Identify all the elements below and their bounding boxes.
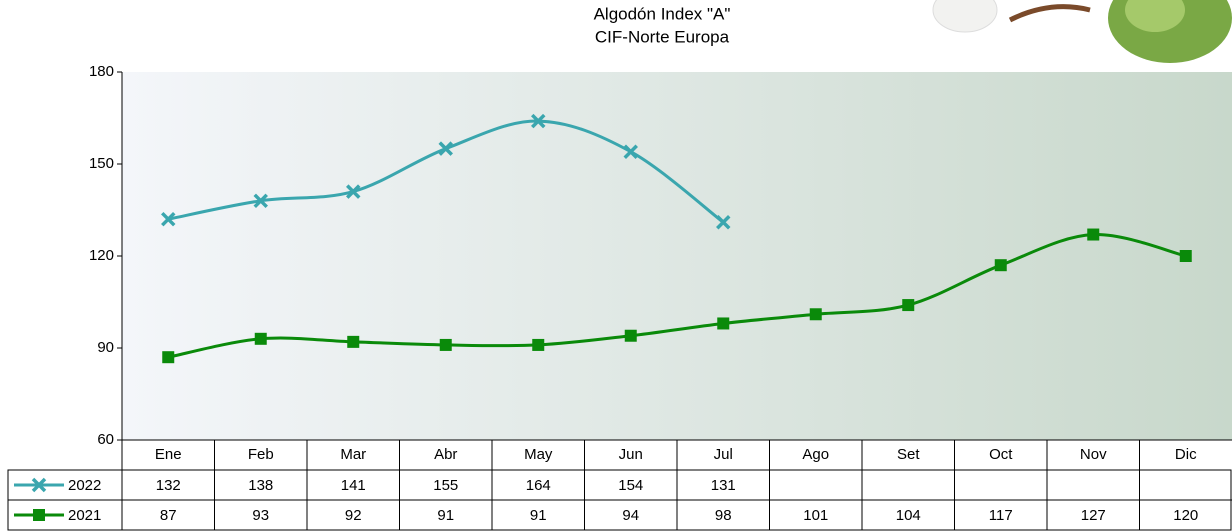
marker — [532, 339, 544, 351]
x-tick-label: Dic — [1175, 446, 1197, 463]
chart-title: Algodón Index "A" — [594, 4, 731, 23]
table-value: 91 — [530, 507, 547, 524]
x-tick-label: Mar — [340, 446, 366, 463]
marker — [1180, 250, 1192, 262]
marker — [1087, 229, 1099, 241]
marker — [162, 351, 174, 363]
x-tick-label: Ene — [155, 446, 182, 463]
y-tick-label: 120 — [89, 247, 114, 264]
chart-subtitle: CIF-Norte Europa — [595, 27, 730, 46]
x-tick-label: Abr — [434, 446, 457, 463]
table-value: 117 — [989, 507, 1013, 524]
x-tick-label: Jul — [714, 446, 733, 463]
table-value: 93 — [252, 507, 269, 524]
plot-area — [122, 72, 1232, 440]
chart: Algodón Index "A" CIF-Norte Europa 60 90 1… — [0, 0, 1232, 531]
x-tick-label: May — [524, 446, 553, 463]
table-value: 164 — [526, 477, 551, 494]
table-value: 87 — [160, 507, 177, 524]
table-value: 104 — [896, 507, 921, 524]
x-tick-label: Set — [897, 446, 920, 463]
x-tick-label: Jun — [619, 446, 643, 463]
marker — [717, 317, 729, 329]
x-tick-label: Feb — [248, 446, 274, 463]
table-value: 101 — [803, 507, 828, 524]
table-value: 98 — [715, 507, 732, 524]
table-value: 154 — [618, 477, 643, 494]
table-value: 92 — [345, 507, 362, 524]
x-tick-label: Oct — [989, 446, 1013, 463]
table-value: 120 — [1173, 507, 1198, 524]
x-tick-label: Ago — [802, 446, 829, 463]
marker — [625, 330, 637, 342]
legend-label: 2022 — [68, 477, 101, 494]
marker — [255, 333, 267, 345]
table-value: 91 — [437, 507, 454, 524]
cotton-decoration — [933, 0, 1232, 63]
marker — [810, 308, 822, 320]
marker — [33, 509, 45, 521]
y-tick-label: 180 — [89, 63, 114, 80]
table-value: 132 — [156, 477, 181, 494]
marker — [902, 299, 914, 311]
table-value: 127 — [1081, 507, 1106, 524]
table-value: 155 — [433, 477, 458, 494]
marker — [440, 339, 452, 351]
y-tick-label: 90 — [97, 339, 114, 356]
marker — [347, 336, 359, 348]
x-tick-label: Nov — [1080, 446, 1107, 463]
table-value: 94 — [622, 507, 639, 524]
marker — [995, 259, 1007, 271]
table-value: 131 — [711, 477, 736, 494]
table-value: 138 — [248, 477, 273, 494]
y-tick-label: 150 — [89, 155, 114, 172]
legend-label: 2021 — [68, 507, 101, 524]
table-value: 141 — [341, 477, 366, 494]
y-tick-label: 60 — [97, 431, 114, 448]
